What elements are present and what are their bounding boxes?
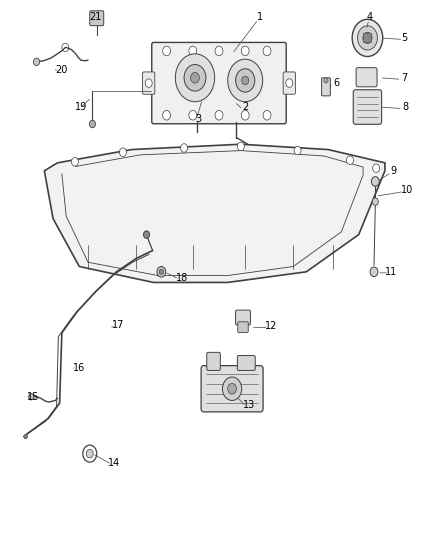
Circle shape — [189, 46, 197, 56]
Circle shape — [352, 19, 383, 56]
Circle shape — [286, 79, 293, 87]
Text: 3: 3 — [195, 114, 201, 124]
Circle shape — [162, 110, 170, 120]
Circle shape — [175, 54, 215, 102]
Circle shape — [241, 46, 249, 56]
FancyBboxPatch shape — [143, 72, 155, 94]
Circle shape — [294, 147, 301, 155]
Circle shape — [346, 156, 353, 165]
Text: 20: 20 — [56, 65, 68, 75]
Text: 10: 10 — [401, 185, 413, 196]
Text: 7: 7 — [402, 73, 408, 83]
FancyBboxPatch shape — [236, 310, 251, 325]
FancyBboxPatch shape — [152, 43, 286, 124]
Circle shape — [162, 46, 170, 56]
Text: 9: 9 — [391, 166, 397, 176]
Text: 18: 18 — [176, 273, 188, 283]
Circle shape — [236, 69, 255, 92]
Text: 13: 13 — [243, 400, 255, 410]
Circle shape — [372, 198, 378, 205]
Circle shape — [215, 110, 223, 120]
FancyBboxPatch shape — [283, 72, 295, 94]
Circle shape — [228, 383, 237, 394]
Circle shape — [28, 393, 34, 400]
Circle shape — [144, 231, 150, 238]
Text: 8: 8 — [403, 102, 409, 112]
Circle shape — [263, 46, 271, 56]
Circle shape — [363, 33, 372, 44]
Circle shape — [223, 377, 242, 400]
FancyBboxPatch shape — [364, 33, 371, 43]
FancyBboxPatch shape — [353, 90, 381, 124]
Circle shape — [86, 449, 93, 458]
FancyBboxPatch shape — [237, 356, 255, 370]
Circle shape — [33, 58, 39, 66]
FancyBboxPatch shape — [90, 11, 104, 26]
Text: 12: 12 — [265, 321, 278, 331]
Circle shape — [263, 110, 271, 120]
Circle shape — [371, 176, 379, 186]
Text: 6: 6 — [334, 78, 340, 88]
Circle shape — [24, 434, 27, 439]
Text: 4: 4 — [367, 12, 373, 22]
Circle shape — [145, 79, 152, 87]
Text: 19: 19 — [75, 102, 88, 112]
Circle shape — [189, 110, 197, 120]
Circle shape — [180, 144, 187, 152]
Circle shape — [241, 110, 249, 120]
FancyBboxPatch shape — [356, 68, 377, 87]
Circle shape — [228, 59, 263, 102]
FancyBboxPatch shape — [201, 366, 263, 412]
Text: 14: 14 — [108, 458, 120, 468]
Circle shape — [242, 76, 249, 85]
Circle shape — [71, 158, 78, 166]
Circle shape — [237, 142, 244, 151]
Circle shape — [215, 46, 223, 56]
Circle shape — [191, 72, 199, 83]
FancyBboxPatch shape — [207, 352, 220, 370]
Text: 11: 11 — [385, 267, 398, 277]
Circle shape — [373, 164, 380, 172]
Circle shape — [184, 64, 206, 91]
Circle shape — [324, 78, 328, 83]
Circle shape — [370, 267, 378, 277]
Text: 1: 1 — [257, 12, 263, 22]
Circle shape — [159, 269, 163, 274]
Text: 17: 17 — [113, 320, 125, 330]
Text: 21: 21 — [90, 12, 102, 22]
Text: 16: 16 — [73, 362, 85, 373]
Polygon shape — [44, 144, 385, 282]
FancyBboxPatch shape — [321, 78, 330, 96]
Circle shape — [157, 266, 166, 277]
Circle shape — [89, 120, 95, 128]
Text: 2: 2 — [242, 102, 248, 112]
Text: 5: 5 — [402, 33, 408, 43]
FancyBboxPatch shape — [238, 322, 248, 333]
Circle shape — [357, 26, 378, 50]
Text: 15: 15 — [27, 392, 39, 402]
Circle shape — [120, 148, 127, 157]
